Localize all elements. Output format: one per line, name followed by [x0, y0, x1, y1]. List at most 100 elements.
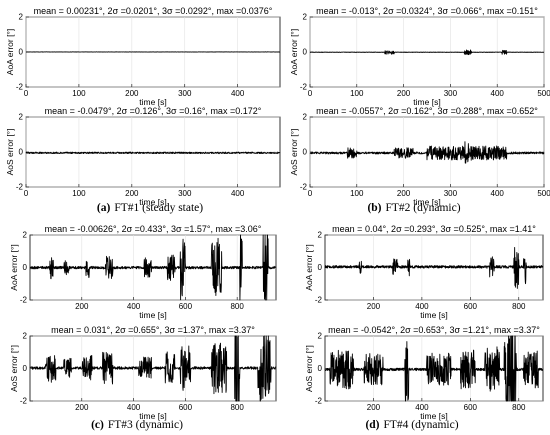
x-axis-label: time [s]	[139, 411, 166, 421]
caption-d: (d) FT#4 (dynamic)	[365, 419, 458, 431]
x-tick-label: 800	[512, 302, 526, 311]
x-tick-label: 0	[308, 189, 313, 198]
x-axis-label: time [s]	[420, 310, 447, 320]
y-tick-label: 2	[318, 332, 323, 341]
x-tick-label: 800	[512, 403, 526, 412]
x-tick-label: 100	[350, 189, 364, 198]
caption-a-letter: (a)	[97, 202, 111, 214]
x-tick-label: 100	[72, 89, 86, 98]
x-tick-label: 0	[308, 89, 313, 98]
x-tick-label: 400	[415, 302, 429, 311]
x-tick-label: 800	[230, 302, 244, 311]
y-tick-label: 0	[19, 148, 24, 157]
caption-d-letter: (d)	[365, 419, 379, 431]
error-trace	[29, 234, 277, 301]
x-axis-label: time [s]	[413, 97, 440, 107]
x-tick-label: 100	[72, 189, 86, 198]
caption-b: (b) FT#2 (dynamic)	[367, 202, 460, 214]
x-tick-label: 300	[444, 189, 458, 198]
y-axis-label: AoS error [°]	[9, 345, 19, 392]
caption-d-text: FT#4 (dynamic)	[384, 419, 459, 431]
subplot-title: mean = -0.0557°, 2σ =0.162°, 3σ =0.288°,…	[316, 106, 538, 116]
x-axis-label: time [s]	[139, 97, 166, 107]
caption-a: (a) FT#1 (steady state)	[97, 202, 203, 214]
subplot-title: mean = 0.04°, 2σ =0.293°, 3σ =0.525°, ma…	[332, 224, 536, 234]
caption-c: (c) FT#3 (dynamic)	[91, 419, 183, 431]
subplot-title: mean = 0.00231°, 2σ =0.0201°, 3σ =0.0292…	[34, 6, 273, 16]
error-trace	[29, 335, 277, 402]
x-tick-label: 400	[491, 189, 505, 198]
caption-layer: (a) FT#1 (steady state) (b) FT#2 (dynamic)…	[91, 202, 461, 431]
y-tick-label: -2	[16, 183, 24, 192]
x-tick-label: 200	[367, 403, 381, 412]
x-tick-label: 300	[444, 89, 458, 98]
subplot-title: mean = -0.00626°, 2σ =0.433°, 3σ =1.57°,…	[45, 224, 262, 234]
subplot-ft4-aoa: 200 400 600 800 -2 0 2 mean = 0.04°, 2σ =0.293°…	[304, 224, 544, 320]
error-trace	[324, 335, 544, 402]
x-axis-label: time [s]	[413, 197, 440, 207]
y-tick-label: 2	[23, 231, 28, 240]
y-tick-label: -2	[315, 397, 323, 406]
x-tick-label: 200	[75, 403, 89, 412]
x-axis-label: time [s]	[139, 310, 166, 320]
y-axis-label: AoA error [°]	[9, 244, 19, 290]
y-tick-label: -2	[315, 296, 323, 305]
x-tick-label: 200	[397, 189, 411, 198]
x-tick-label: 600	[464, 302, 478, 311]
x-tick-label: 300	[178, 89, 192, 98]
x-tick-label: 500	[537, 89, 550, 98]
y-tick-label: -2	[300, 183, 308, 192]
y-tick-label: 0	[19, 48, 24, 57]
y-tick-label: 2	[23, 332, 28, 341]
x-axis-label: time [s]	[420, 411, 447, 421]
x-tick-label: 200	[125, 89, 139, 98]
x-tick-label: 200	[397, 89, 411, 98]
y-tick-label: 0	[303, 48, 308, 57]
y-tick-label: 0	[318, 263, 323, 272]
y-axis-label: AoA error [°]	[5, 29, 15, 75]
x-tick-label: 400	[231, 189, 245, 198]
x-tick-label: 0	[24, 89, 29, 98]
x-tick-label: 400	[491, 89, 505, 98]
caption-b-text: FT#2 (dynamic)	[386, 202, 461, 214]
x-tick-label: 400	[127, 302, 141, 311]
error-trace	[309, 141, 545, 164]
x-tick-label: 300	[178, 189, 192, 198]
x-tick-label: 200	[367, 302, 381, 311]
y-tick-label: -2	[20, 397, 28, 406]
x-tick-label: 200	[125, 189, 139, 198]
y-tick-label: 0	[303, 148, 308, 157]
subplot-title: mean = -0.013°, 2σ =0.0324°, 3σ =0.066°,…	[316, 6, 538, 16]
y-axis-label: AoS error [°]	[304, 345, 314, 392]
subplot-title: mean = -0.0542°, 2σ =0.653°, 3σ =1.21°, …	[328, 325, 540, 335]
error-trace	[324, 246, 544, 289]
y-tick-label: 2	[19, 113, 24, 122]
caption-b-letter: (b)	[367, 202, 381, 214]
y-axis-label: AoS error [°]	[5, 129, 15, 176]
subplot-title: mean = 0.031°, 2σ =0.655°, 3σ =1.37°, ma…	[51, 325, 255, 335]
subplot-ft3-aoa: 200 400 600 800 -2 0 2 mean = -0.00626°, 2σ =0.…	[9, 224, 277, 320]
x-tick-label: 600	[179, 302, 193, 311]
y-tick-label: 0	[23, 263, 28, 272]
x-tick-label: 800	[230, 403, 244, 412]
error-trace	[25, 151, 281, 155]
y-tick-label: 0	[318, 364, 323, 373]
y-tick-label: 2	[318, 231, 323, 240]
y-tick-label: 0	[23, 364, 28, 373]
subplot-title: mean = -0.0479°, 2σ =0.126°, 3σ =0.16°, …	[45, 106, 262, 116]
caption-c-letter: (c)	[91, 419, 104, 431]
y-axis-label: AoA error [°]	[304, 244, 314, 290]
x-tick-label: 600	[464, 403, 478, 412]
x-axis-label: time [s]	[139, 197, 166, 207]
y-tick-label: 2	[303, 113, 308, 122]
y-tick-label: 2	[303, 13, 308, 22]
x-tick-label: 600	[179, 403, 193, 412]
x-tick-label: 0	[24, 189, 29, 198]
x-tick-label: 200	[75, 302, 89, 311]
x-tick-label: 400	[415, 403, 429, 412]
